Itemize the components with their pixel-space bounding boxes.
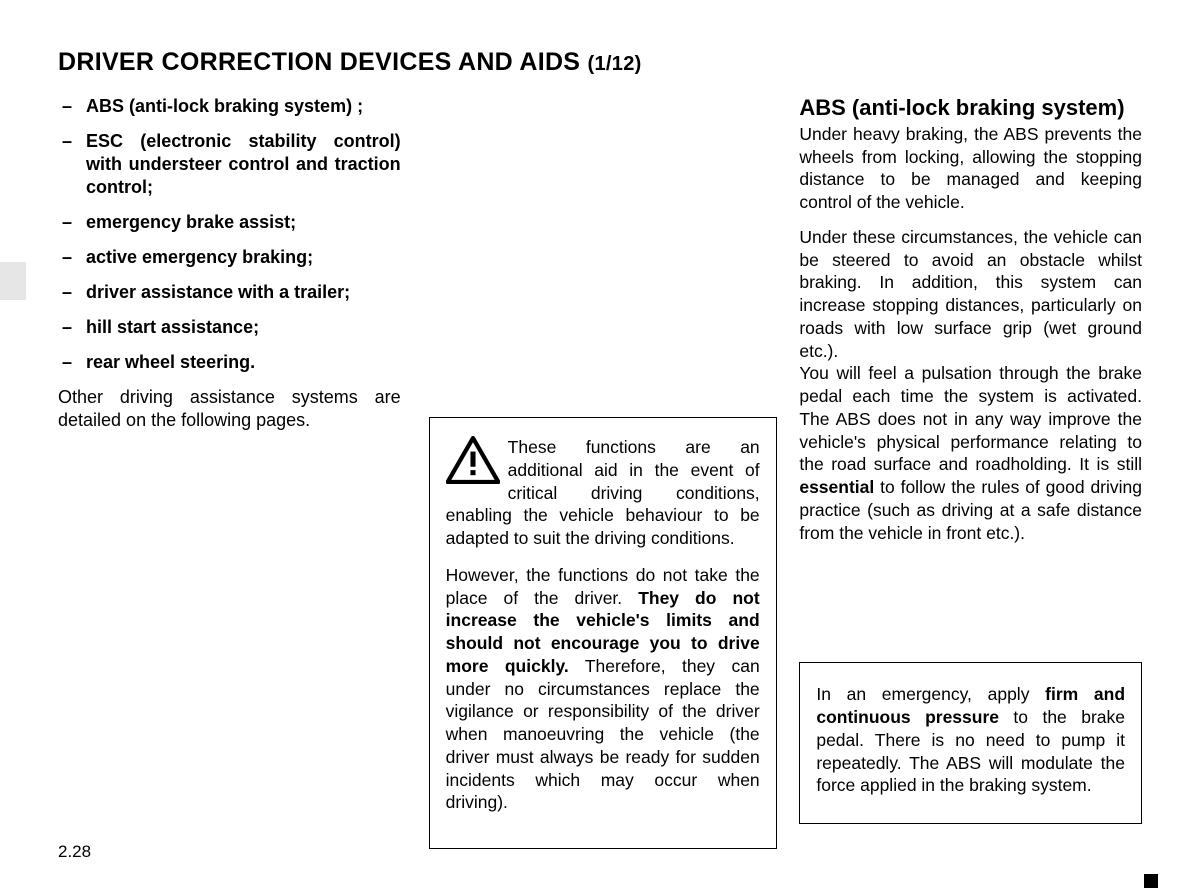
- warning-box: These functions are an additional aid in…: [429, 417, 777, 849]
- warning-triangle-icon: [446, 436, 500, 484]
- list-item: driver assistance with a trailer;: [58, 281, 401, 304]
- right-p3a: You will feel a pulsation through the br…: [799, 363, 1142, 474]
- info-box-text: In an emergency, apply firm and continuo…: [816, 683, 1125, 797]
- list-item: emergency brake assist;: [58, 211, 401, 234]
- column-left: ABS (anti-lock braking system) ; ESC (el…: [58, 95, 401, 824]
- section-tab: [0, 262, 26, 300]
- warning-p1: These functions are an additional aid in…: [446, 436, 760, 550]
- document-page: DRIVER CORRECTION DEVICES AND AIDS (1/12…: [0, 0, 1200, 888]
- left-note: Other driving assistance systems are det…: [58, 386, 401, 432]
- right-p3: You will feel a pulsation through the br…: [799, 362, 1142, 544]
- title-main: DRIVER CORRECTION DEVICES AND AIDS: [58, 48, 588, 76]
- info-box-a: In an emergency, apply: [816, 684, 1045, 704]
- info-box: In an emergency, apply firm and continuo…: [799, 662, 1142, 824]
- right-p3b: essential: [799, 477, 874, 497]
- right-p1: Under heavy braking, the ABS prevents th…: [799, 123, 1142, 214]
- section-heading: ABS (anti-lock braking system): [799, 95, 1142, 121]
- warning-p2c: Therefore, they can under no circumstanc…: [446, 656, 760, 813]
- list-item: hill start assistance;: [58, 316, 401, 339]
- title-suffix: (1/12): [588, 53, 642, 75]
- right-p2: Under these circumstances, the vehicle c…: [799, 226, 1142, 363]
- list-item: ESC (electronic stability control) with …: [58, 130, 401, 199]
- columns: ABS (anti-lock braking system) ; ESC (el…: [58, 95, 1142, 824]
- list-item: ABS (anti-lock braking system) ;: [58, 95, 401, 118]
- column-middle: These functions are an additional aid in…: [429, 95, 772, 824]
- list-item: rear wheel steering.: [58, 351, 401, 374]
- column-right: ABS (anti-lock braking system) Under hea…: [799, 95, 1142, 824]
- page-title: DRIVER CORRECTION DEVICES AND AIDS (1/12…: [58, 48, 1142, 77]
- feature-list: ABS (anti-lock braking system) ; ESC (el…: [58, 95, 401, 374]
- list-item: active emergency braking;: [58, 246, 401, 269]
- corner-marker: [1144, 874, 1158, 888]
- warning-p2: However, the functions do not take the p…: [446, 564, 760, 814]
- page-number: 2.28: [58, 842, 91, 862]
